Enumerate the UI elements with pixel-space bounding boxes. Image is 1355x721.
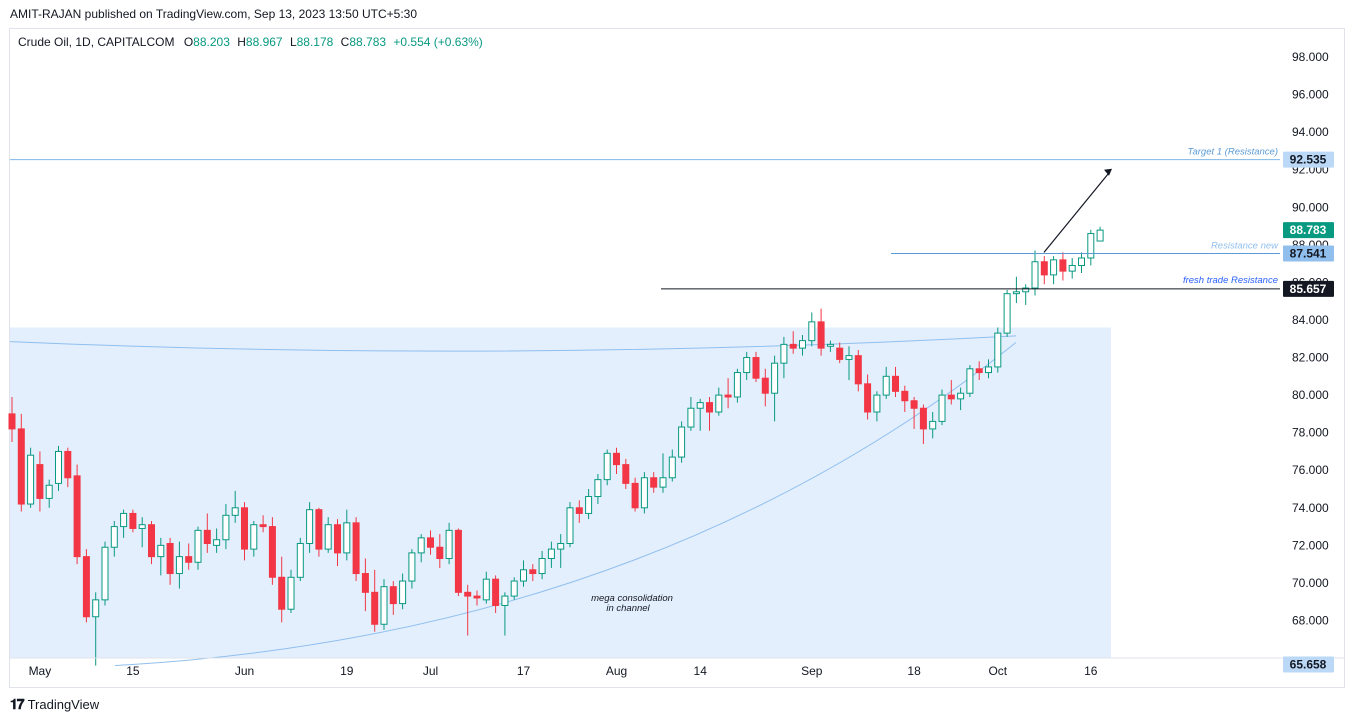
symbol-name: Crude Oil, 1D, CAPITALCOM xyxy=(18,35,175,49)
open-label: O xyxy=(183,35,194,49)
brand-name: TradingView xyxy=(27,697,100,712)
high-label: H xyxy=(237,35,246,49)
open-value: 88.203 xyxy=(193,35,230,49)
low-value: 88.178 xyxy=(296,35,334,49)
change-value: +0.554 (+0.63%) xyxy=(393,35,483,49)
close-label: C xyxy=(340,35,350,49)
chart-frame xyxy=(9,28,1345,688)
high-value: 88.967 xyxy=(245,35,283,49)
published-info: AMIT-RAJAN published on TradingView.com,… xyxy=(10,7,418,21)
low-label: L xyxy=(289,35,297,49)
tradingview-logo[interactable]: 𝟏𝟕 TradingView xyxy=(10,696,99,713)
close-value: 88.783 xyxy=(349,35,387,49)
tv-icon: 𝟏𝟕 xyxy=(10,696,25,712)
symbol-legend: Crude Oil, 1D, CAPITALCOM O88.203 H88.96… xyxy=(18,35,483,49)
